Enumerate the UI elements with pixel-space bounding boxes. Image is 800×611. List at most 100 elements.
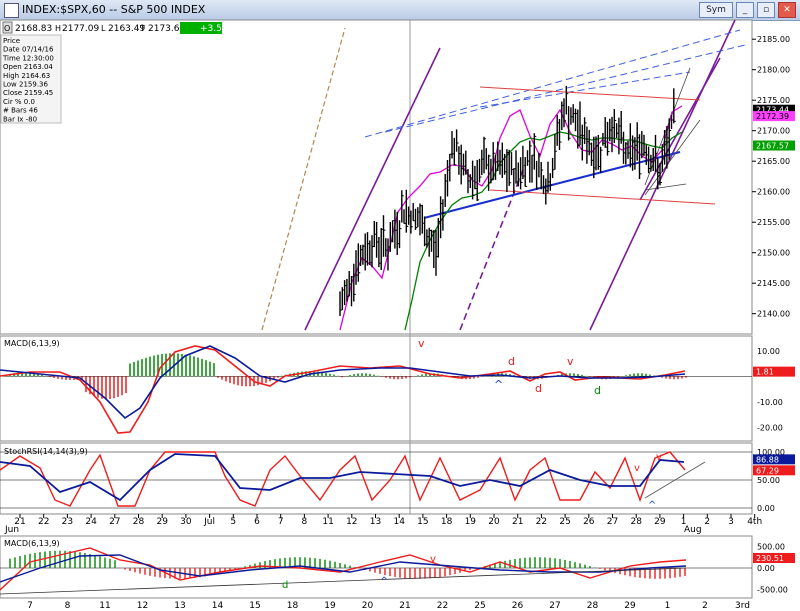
info-row: Date 07/14/16	[3, 46, 54, 54]
lower-date-label: 28	[587, 601, 599, 611]
macd-tick-label: 10.00	[757, 347, 780, 356]
date-sublabel: Jun	[4, 525, 19, 535]
date-tick-label: 1	[681, 517, 687, 527]
lower-date-label: 29	[624, 601, 636, 611]
lower-date-label: 2	[702, 601, 708, 611]
quote-high: 2177.09	[62, 24, 99, 34]
date-tick-label: 26	[583, 517, 595, 527]
lower-macd-panel: MACD(6,13,9) 500.00 0.00 -500.00 230.51 d ^ v 7 8…	[0, 539, 795, 611]
date-tick-label: 11	[322, 517, 333, 527]
lower-tick-label: 0.00	[757, 564, 775, 573]
date-tick-label: 7	[278, 517, 284, 527]
lower-date-label: 19	[324, 601, 336, 611]
date-tick-label: 21	[512, 517, 523, 527]
dashed-blue-1	[364, 29, 741, 138]
quote-change: +3.54	[200, 24, 228, 34]
lower-value-box	[753, 553, 795, 564]
lower-date-label: 13	[174, 601, 185, 611]
red-channel-bottom	[489, 189, 716, 205]
quote-header: O 2168.83 H 2177.09 L 2163.49 T 2173.60 …	[2, 21, 228, 34]
tan-dashed-line	[261, 27, 346, 331]
date-tick-label: 14	[393, 517, 405, 527]
lower-date-label: 3rd	[735, 601, 750, 611]
lower-tick-label: -500.00	[757, 586, 788, 595]
lower-date-label: 26	[512, 601, 524, 611]
rsi-annotation: v	[634, 463, 640, 474]
quote-h-label: H	[55, 24, 61, 33]
gray-wedge-2	[644, 183, 687, 191]
price-tick-label: 2155.00	[757, 218, 790, 227]
lower-annotation: v	[430, 554, 436, 565]
window-titlebar: INDEX:$SPX,60 -- S&P 500 INDEX Sym _ ▫ ✕	[0, 0, 800, 21]
lower-date-label: 25	[474, 601, 485, 611]
quote-low: 2163.49	[108, 24, 145, 34]
info-row: Price	[3, 37, 20, 45]
price-tick-label: 2160.00	[757, 188, 790, 197]
last-value-box	[753, 111, 795, 122]
rsi-trendline	[644, 461, 706, 499]
price-tick-label: 2170.00	[757, 127, 790, 136]
lower-date-label: 12	[137, 601, 148, 611]
info-row: Low 2159.36	[3, 81, 49, 89]
date-tick-label: 5	[230, 517, 236, 527]
lower-date-label: 14	[212, 601, 224, 611]
gray-wedge-1	[644, 119, 701, 196]
lower-annotation: ^	[380, 576, 388, 587]
macd-value-label: 1.81	[756, 368, 774, 377]
info-row: Cir % 0.0	[3, 98, 35, 106]
macd-panel: MACD(6,13,9) 10.00 -10.00 -20.00 1.81 v d d v d ^	[0, 337, 795, 434]
info-row: Close 2159.45	[3, 89, 53, 97]
rsi-panel: StochRSI(14,14(3),9) 100.00 50.00 0.00 86.88…	[0, 447, 795, 513]
info-row: Time 12:30:00	[2, 54, 54, 62]
date-tick-label: 18	[441, 517, 453, 527]
quote-l-label: L	[101, 24, 106, 33]
symbol-button[interactable]: Sym	[699, 2, 733, 18]
quote-o-label: O	[4, 24, 10, 33]
rsi-annotation: v	[656, 452, 662, 463]
price-tick-label: 2165.00	[757, 157, 790, 166]
window-title: INDEX:$SPX,60 -- S&P 500 INDEX	[22, 3, 206, 16]
macd-annotation: d	[594, 384, 601, 397]
last-value-box	[753, 104, 795, 115]
last-value-label: 2172.39	[756, 112, 789, 121]
close-button[interactable]: ✕	[778, 2, 796, 18]
lower-date-label: 15	[249, 601, 260, 611]
date-tick-label: 27	[109, 517, 120, 527]
lower-date-label: 7	[27, 601, 33, 611]
macd-annotation: v	[418, 337, 425, 350]
macd-annotation: d	[508, 355, 515, 368]
date-tick-label: 12	[346, 517, 357, 527]
date-tick-label: 23	[62, 517, 73, 527]
last-value-label: 2167.57	[756, 142, 789, 151]
dashed-blue-2	[384, 44, 746, 133]
lower-date-label: 20	[362, 601, 374, 611]
lower-annotation: d	[282, 580, 288, 591]
purple-channel-left	[304, 47, 441, 331]
maximize-button[interactable]: ▫	[757, 2, 775, 18]
date-tick-label: 22	[38, 517, 49, 527]
date-tick-label: 19	[465, 517, 477, 527]
rsi-value-label: 86.88	[756, 455, 779, 464]
rsi-label: StochRSI(14,14(3),9)	[4, 447, 88, 456]
quote-open: 2168.83	[15, 24, 52, 34]
lower-macd-label: MACD(6,13,9)	[4, 539, 60, 548]
price-axis: 2185.00 2180.00 2175.00 2170.00 2165.00 2160.…	[752, 35, 795, 319]
date-tick-label: 30	[180, 517, 192, 527]
date-tick-label: 6	[254, 517, 260, 527]
dashed-blue-3	[479, 71, 691, 108]
date-tick-label: 28	[133, 517, 145, 527]
macd-annotation: v	[567, 355, 574, 368]
lower-date-label: 21	[399, 601, 410, 611]
macd-tick-label: -10.00	[757, 398, 783, 407]
date-tick-label: Jul	[203, 517, 215, 527]
date-tick-label: 21	[14, 517, 25, 527]
date-tick-label: 2	[704, 517, 710, 527]
purple-channel-right	[589, 19, 736, 331]
rsi-value-box	[753, 465, 795, 476]
date-tick-label: 28	[630, 517, 642, 527]
minimize-button[interactable]: _	[736, 2, 754, 18]
date-tick-label: 27	[607, 517, 618, 527]
lower-date-label: 27	[549, 601, 560, 611]
